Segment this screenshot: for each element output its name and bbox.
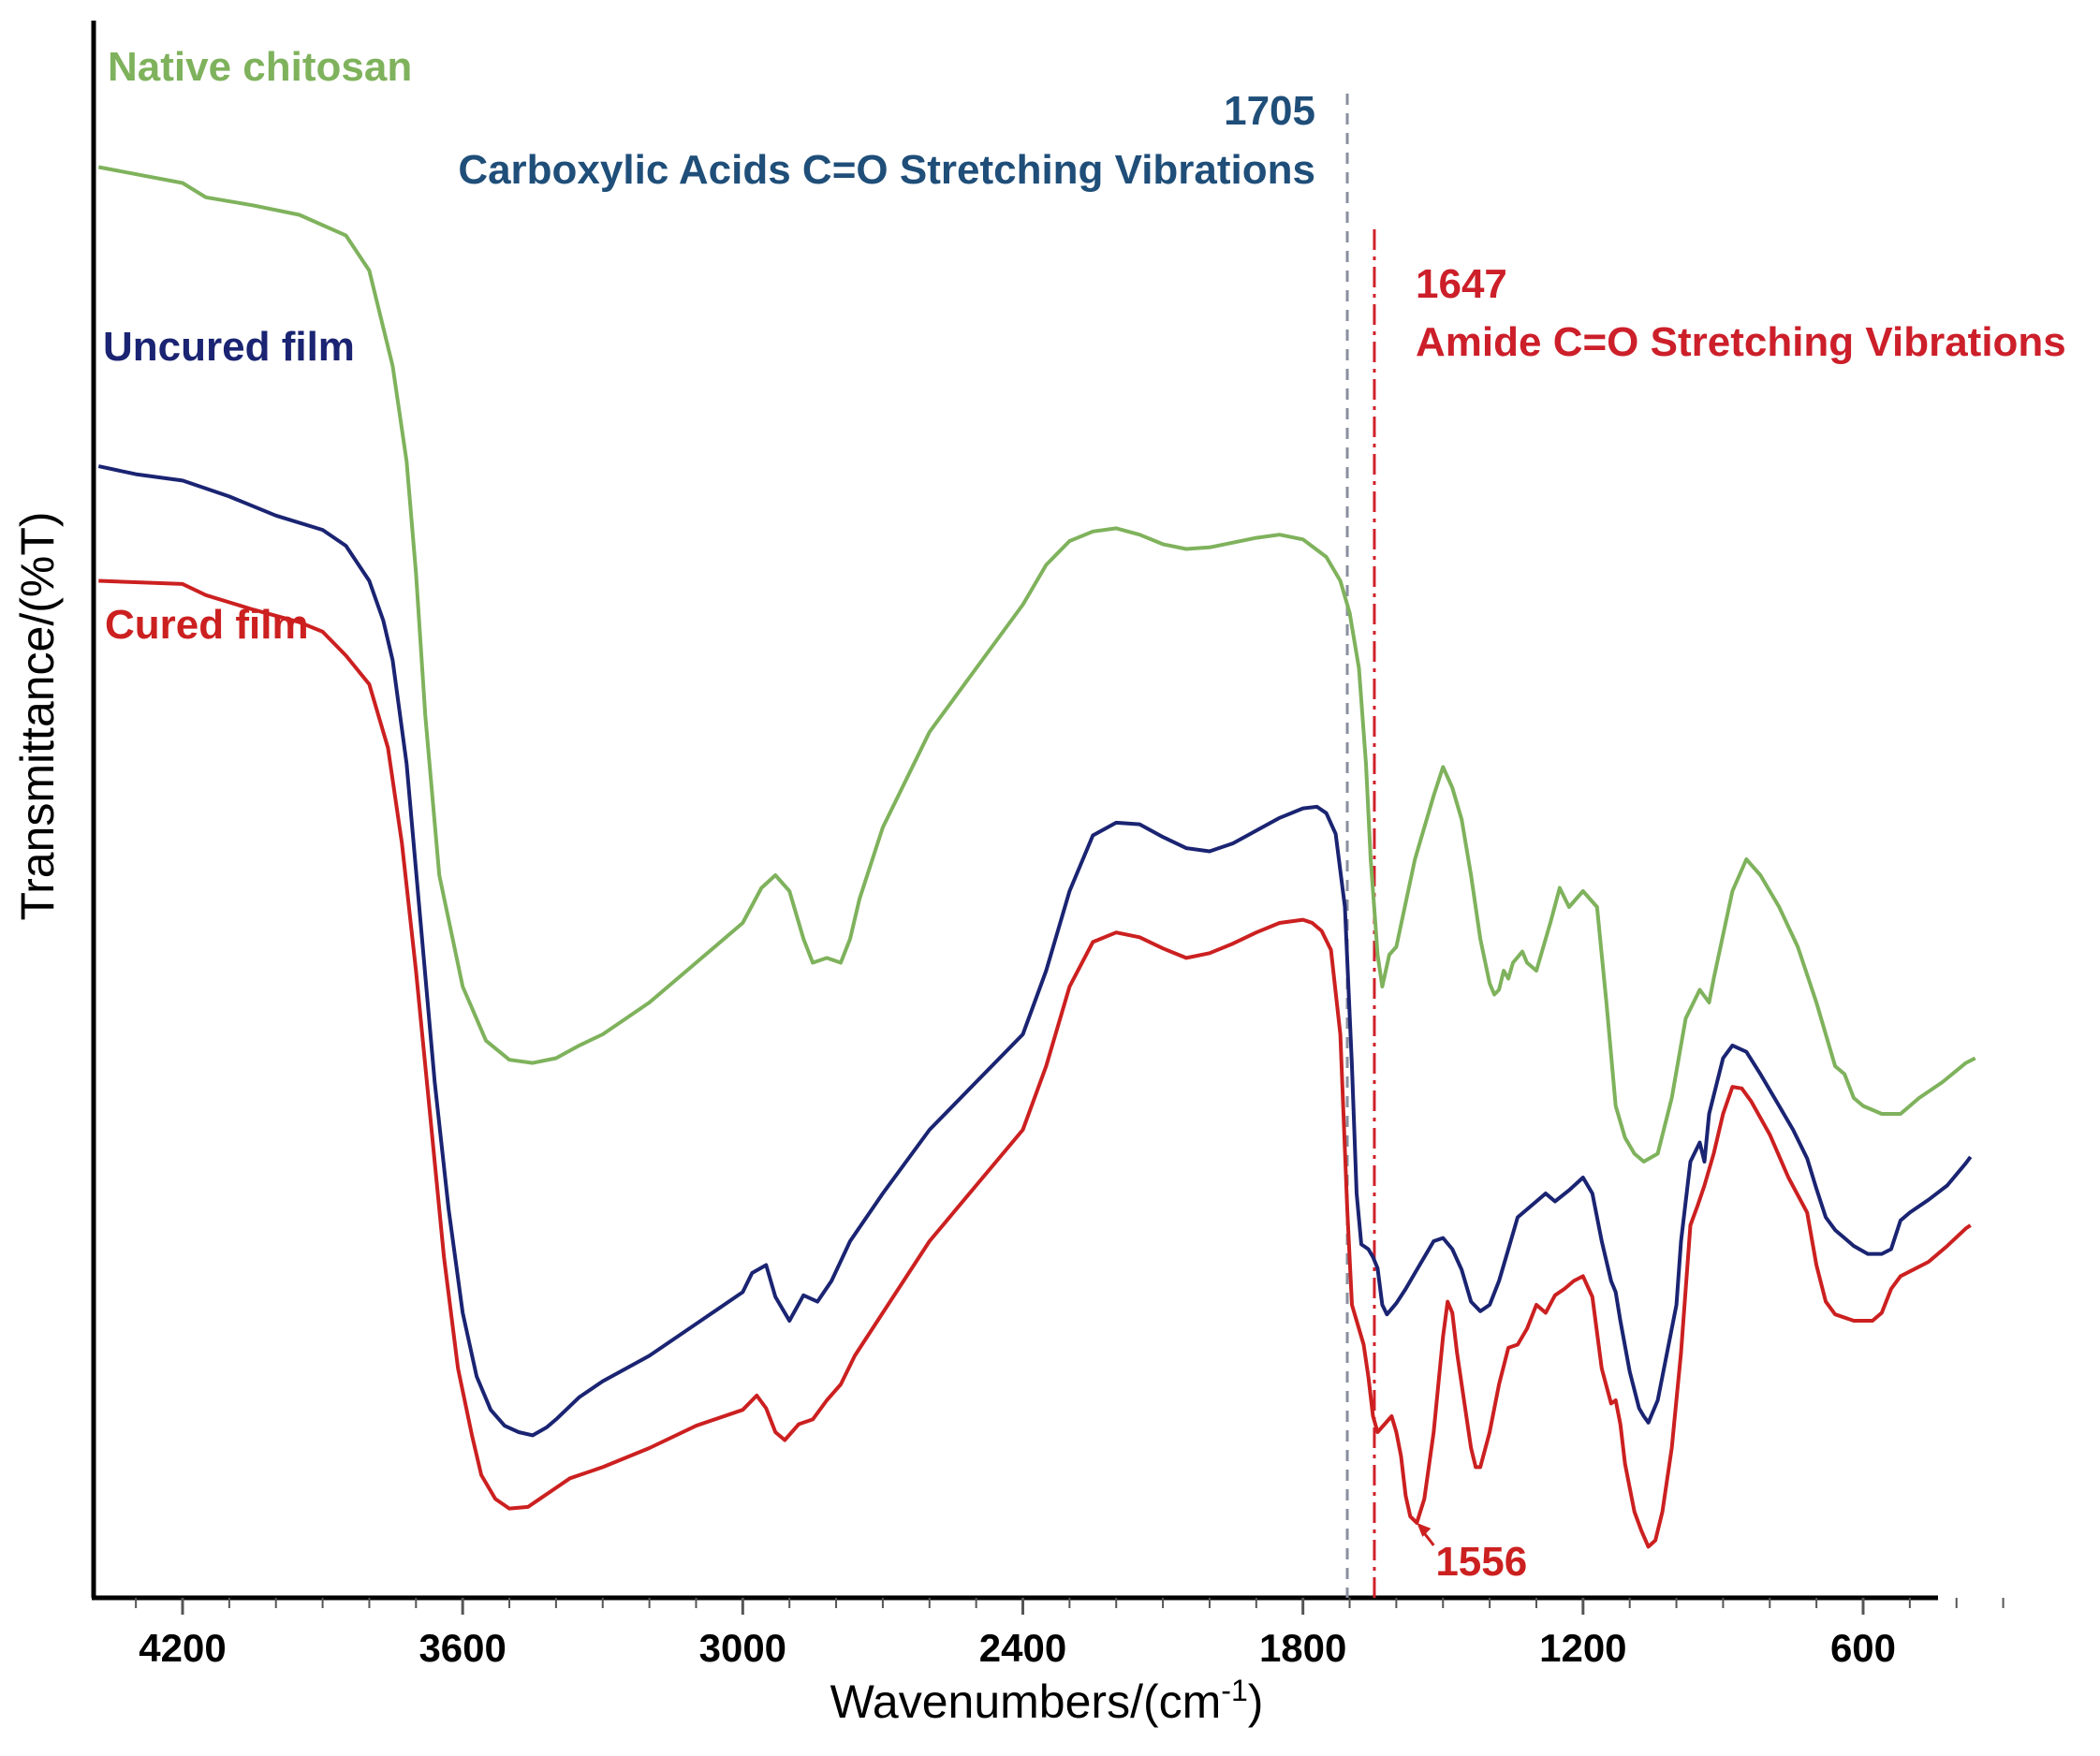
x-axis-ticks (135, 1598, 2005, 1615)
ref-1647-value: 1647 (1416, 261, 1507, 307)
annotation-1556-arrowhead (1417, 1522, 1432, 1537)
x-tick-label-3000: 3000 (699, 1626, 786, 1670)
series-native-chitosan (97, 165, 1976, 1163)
legend-native-chitosan: Native chitosan (108, 44, 412, 90)
ref-1705-text: Carboxylic Acids C=O Stretching Vibratio… (458, 147, 1315, 193)
annotation-1556: 1556 (1435, 1539, 1527, 1585)
x-tick-label-4200: 4200 (139, 1626, 226, 1670)
x-tick-label-1200: 1200 (1539, 1626, 1626, 1670)
series-uncured-film (97, 464, 1973, 1438)
x-axis-tick-labels: 4200 3600 3000 2400 1800 1200 600 (139, 1626, 1896, 1670)
x-tick-label-3600: 3600 (419, 1626, 506, 1670)
x-axis-title: Wavenumbers/(cm-1) (830, 1674, 1264, 1728)
legend-uncured-film: Uncured film (103, 324, 355, 370)
x-tick-label-1800: 1800 (1259, 1626, 1346, 1670)
series-cured-film (98, 578, 1972, 1549)
y-axis-title: Transmittance/(%T) (11, 511, 64, 920)
ref-1647-text: Amide C=O Stretching Vibrations (1416, 319, 2066, 365)
ref-1705-value: 1705 (1224, 88, 1315, 134)
x-tick-label-2400: 2400 (979, 1626, 1066, 1670)
x-tick-label-600: 600 (1830, 1626, 1896, 1670)
legend-cured-film: Cured film (105, 602, 309, 648)
